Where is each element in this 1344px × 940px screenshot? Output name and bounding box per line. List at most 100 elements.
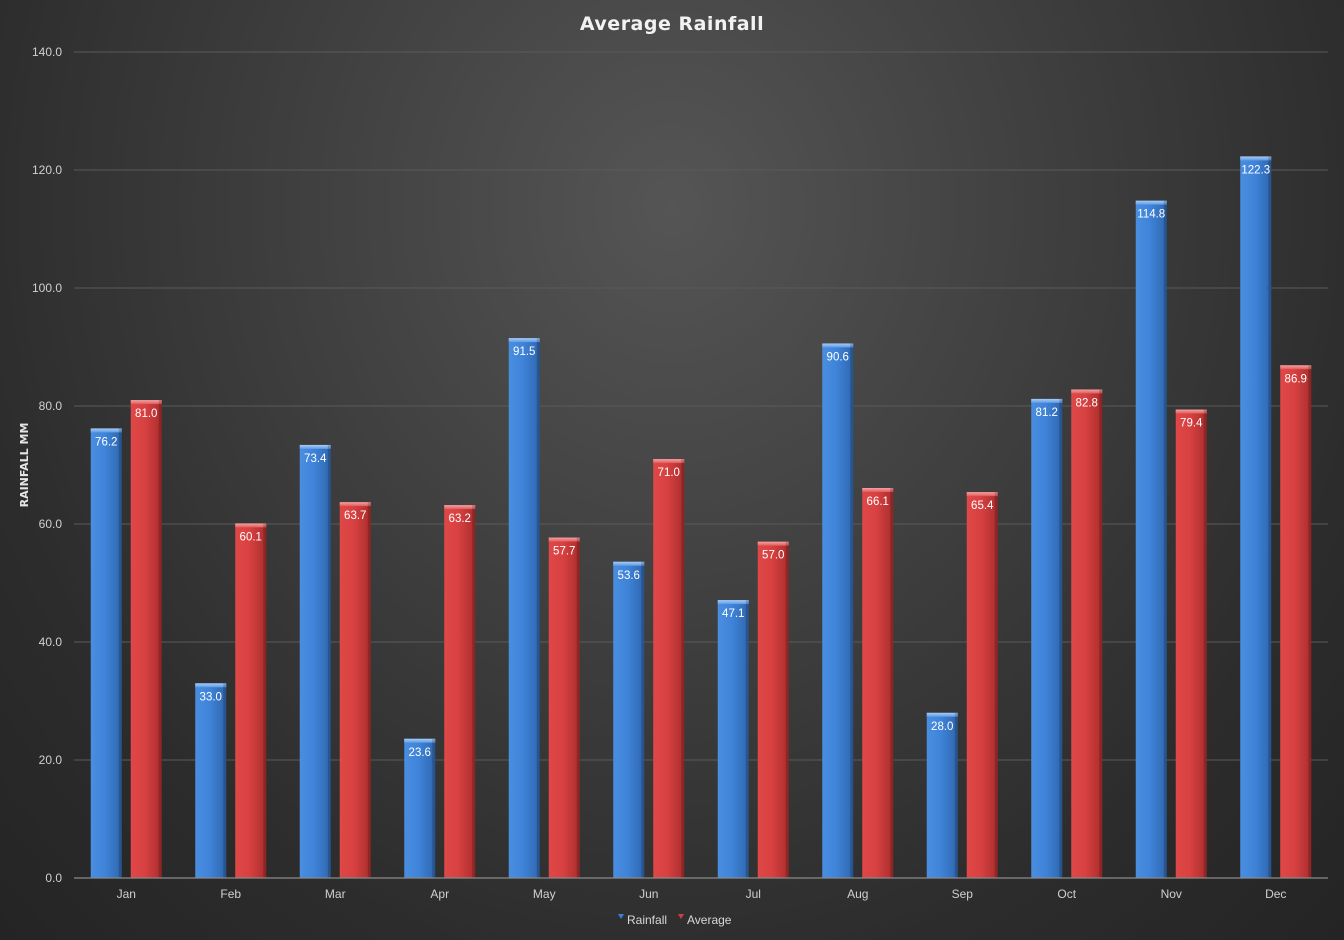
bar-shade [472, 505, 476, 878]
bar-shade [994, 492, 998, 878]
bar-shade [536, 338, 540, 878]
bar-average-feb [235, 523, 267, 878]
bar-rainfall-dec [1240, 156, 1272, 878]
data-label-rainfall: 47.1 [722, 608, 744, 620]
bar-body [862, 488, 894, 878]
bar-shade [954, 712, 958, 878]
legend-label: Rainfall [627, 913, 667, 927]
bar-shade [890, 488, 894, 878]
data-label-average: 63.2 [449, 513, 471, 525]
bar-average-aug [862, 488, 894, 878]
bar-cap [822, 343, 854, 348]
bar-average-jan [130, 400, 162, 878]
x-tick-label: Aug [847, 887, 868, 901]
bar-average-may [548, 537, 580, 878]
bar-shade [223, 683, 227, 878]
bar-shade [785, 541, 789, 878]
bar-average-jul [757, 541, 789, 878]
bar-cap [966, 492, 998, 497]
data-label-rainfall: 53.6 [618, 570, 640, 582]
gridlines [74, 51, 1328, 761]
bar-cap [757, 541, 789, 546]
bar-body [1135, 200, 1167, 878]
bar-cap [1175, 409, 1207, 414]
data-label-rainfall: 81.2 [1036, 407, 1058, 419]
bar-body [822, 343, 854, 879]
bar-shade [263, 523, 267, 878]
bar-shade [850, 343, 854, 879]
data-label-average: 57.7 [553, 546, 575, 558]
bar-body [653, 459, 685, 878]
bar-body [508, 338, 540, 878]
y-tick-label: 20.0 [39, 753, 63, 767]
x-tick-label: Oct [1057, 887, 1076, 901]
bar-body [299, 444, 331, 878]
data-label-average: 81.0 [135, 408, 157, 420]
bar-cap [235, 523, 267, 528]
data-label-average: 71.0 [658, 467, 680, 479]
legend-label: Average [687, 913, 732, 927]
data-label-average: 65.4 [971, 500, 994, 512]
bar-rainfall-mar [299, 444, 331, 878]
data-label-average: 60.1 [240, 531, 262, 543]
bar-body [235, 523, 267, 878]
bar-body [613, 561, 645, 878]
bar-body [404, 738, 436, 878]
bar-body [1240, 156, 1272, 878]
x-tick-label: Mar [325, 887, 346, 901]
data-label-average: 82.8 [1076, 397, 1098, 409]
bar-body [548, 537, 580, 878]
data-label-rainfall: 23.6 [409, 747, 431, 759]
bar-body [1031, 398, 1063, 878]
bar-rainfall-jun [613, 561, 645, 878]
bar-average-oct [1071, 389, 1103, 878]
bar-body [444, 505, 476, 878]
bar-rainfall-aug [822, 343, 854, 879]
bar-shade [1268, 156, 1272, 878]
bar-cap [1240, 156, 1272, 161]
y-tick-label: 140.0 [32, 45, 62, 59]
y-tick-label: 0.0 [45, 871, 62, 885]
data-label-rainfall: 90.6 [827, 351, 849, 363]
bar-shade [576, 537, 580, 878]
x-tick-label: Jan [117, 887, 136, 901]
data-label-average: 86.9 [1285, 373, 1307, 385]
bar-rainfall-nov [1135, 200, 1167, 878]
data-label-average: 66.1 [867, 496, 889, 508]
bar-cap [299, 444, 331, 449]
y-tick-label: 40.0 [39, 635, 63, 649]
bar-cap [130, 400, 162, 405]
bar-body [926, 712, 958, 878]
y-tick-label: 80.0 [39, 399, 63, 413]
bar-shade [1099, 389, 1103, 878]
data-label-rainfall: 114.8 [1137, 209, 1165, 221]
bar-cap [1135, 200, 1167, 205]
bar-rainfall-oct [1031, 398, 1063, 878]
bar-cap [862, 488, 894, 493]
bar-shade [327, 444, 331, 878]
bar-shade [1308, 365, 1312, 878]
bar-rainfall-jan [90, 428, 122, 878]
bar-rainfall-sep [926, 712, 958, 878]
legend-swatch [618, 914, 624, 919]
bar-average-dec [1280, 365, 1312, 878]
bar-cap [404, 738, 436, 743]
y-axis-label: RAINFALL MM [18, 423, 31, 508]
axes: 0.0 20.0 40.0 60.0 80.0 100.0 120.0 140.0 Jan Feb… [32, 45, 1328, 901]
data-label-rainfall: 28.0 [931, 721, 953, 733]
bar-cap [444, 505, 476, 510]
bar-body [195, 683, 227, 878]
bar-cap [1071, 389, 1103, 394]
x-tick-label: May [533, 887, 556, 901]
data-label-rainfall: 76.2 [95, 436, 117, 448]
bar-average-sep [966, 492, 998, 878]
legend-swatch [678, 914, 684, 919]
legend-item-average: Average [678, 913, 732, 927]
x-tick-label: Dec [1265, 887, 1286, 901]
legend-item-rainfall: Rainfall [618, 913, 667, 927]
bar-cap [1031, 398, 1063, 403]
bar-body [1175, 409, 1207, 878]
bar-cap [339, 502, 371, 507]
